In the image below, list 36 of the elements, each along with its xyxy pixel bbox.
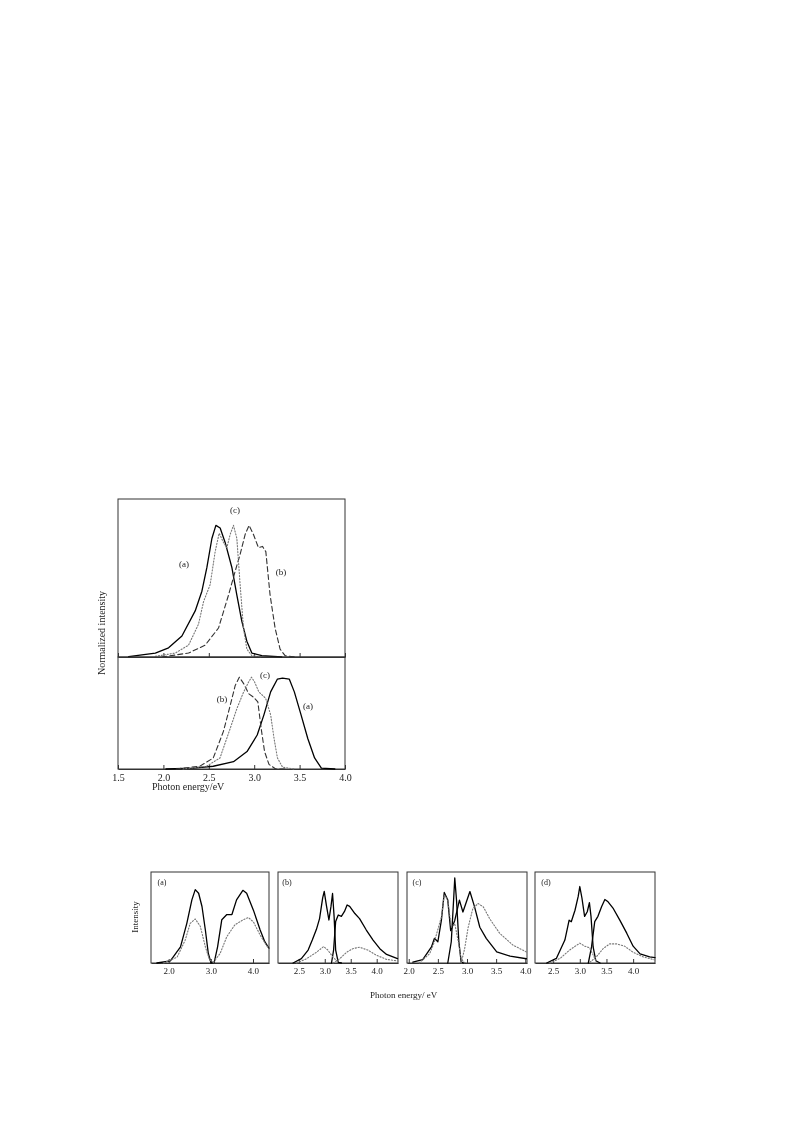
annotation: (b) [216,694,228,705]
text: (b) [282,877,292,887]
x-tick-label: 3.5 [345,966,358,977]
x-axis-title: Photon energy/ eV [370,990,438,1000]
x-tick-label: 3.0 [248,772,261,784]
annotation: (a) [303,701,313,712]
x-tick-label: 3.5 [491,966,503,977]
x-tick-label: 2.5 [203,772,216,784]
y-axis-title: Intensity [130,900,140,933]
x-tick-label: 2.0 [157,772,171,784]
x-tick-label: 4.0 [247,966,260,977]
annotation: (c) [260,670,270,681]
x-tick-label: 2.5 [293,966,306,977]
x-tick-label: 2.0 [403,966,416,977]
y-axis-title: Normalized intensity [96,590,107,676]
x-tick-label: 4.0 [628,966,640,977]
x-tick-label: 4.0 [371,966,384,977]
x-tick-label: 3.0 [205,966,218,977]
x-tick-label: 3.5 [293,772,307,784]
x-tick-label: 3.5 [601,966,614,977]
x-tick-label: 1.5 [112,772,125,784]
text: (c) [230,505,240,516]
x-tick-label: 4.0 [520,966,532,977]
x-axis-title: Photon energy/eV [152,781,226,792]
x-tick-label: 2.0 [163,966,176,977]
x-tick-label: 2.5 [548,966,560,977]
annotation: (c) [412,877,422,887]
x-tick-label: 2.5 [432,966,445,977]
annotation: (d) [541,877,551,887]
text: (a) [157,877,167,887]
annotation: (b) [275,567,287,578]
x-tick-label: 3.0 [574,966,587,977]
x-tick-label: 3.0 [319,966,332,977]
annotation: (a) [179,559,189,570]
x-tick-label: 3.0 [461,966,474,977]
x-tick-label: 4.0 [339,772,352,784]
